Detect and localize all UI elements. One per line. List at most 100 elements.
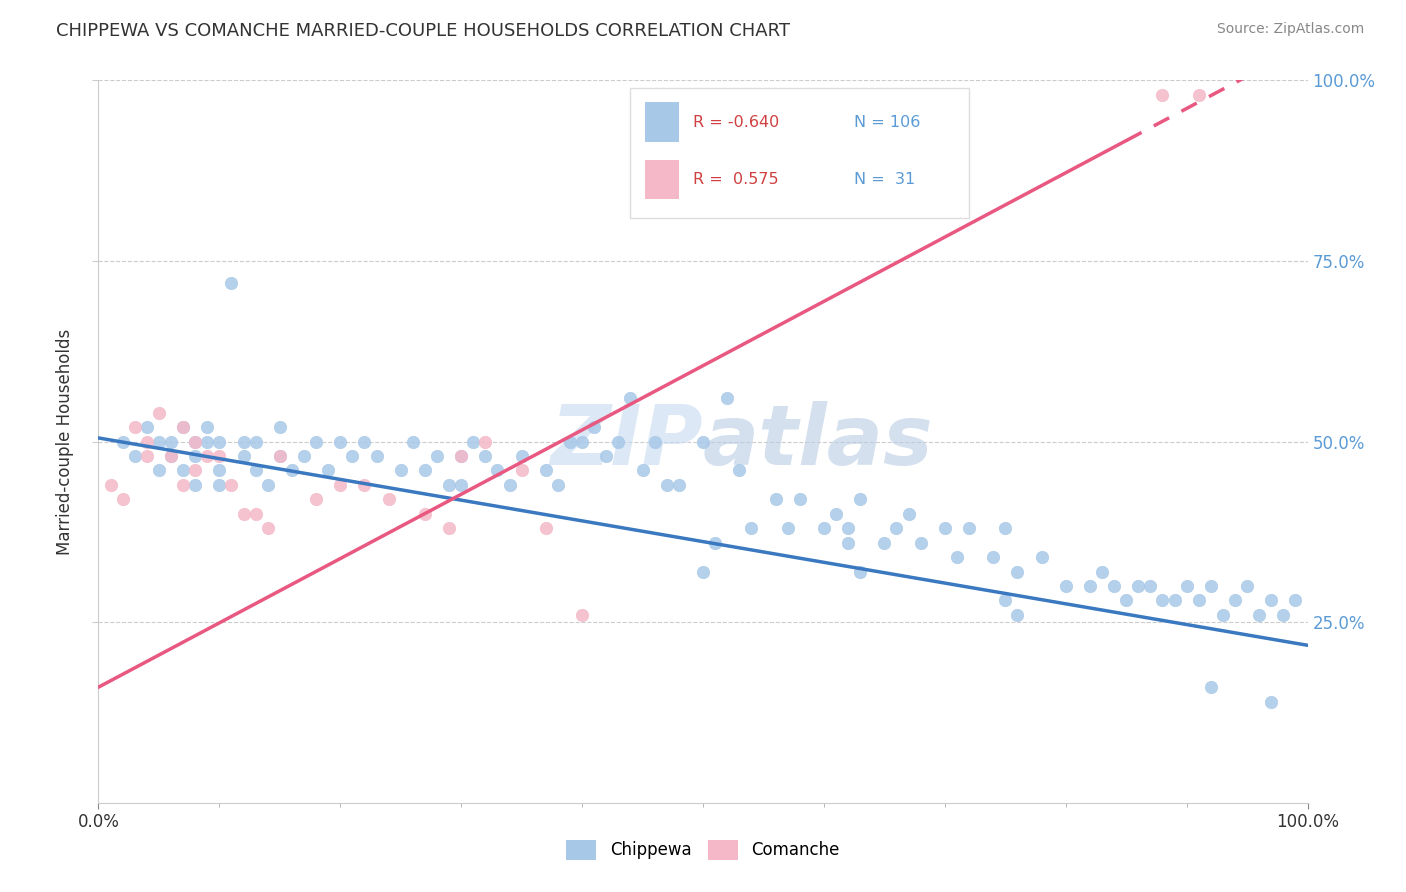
Point — [849, 565, 872, 579]
Point — [195, 434, 218, 449]
Point — [184, 478, 207, 492]
Point — [281, 463, 304, 477]
Point — [510, 463, 533, 477]
Point — [981, 550, 1004, 565]
Point — [547, 478, 569, 492]
Point — [172, 420, 194, 434]
Point — [873, 535, 896, 549]
Point — [208, 478, 231, 492]
Point — [474, 434, 496, 449]
Point — [208, 434, 231, 449]
Point — [1199, 680, 1222, 694]
Point — [571, 607, 593, 622]
Text: N = 106: N = 106 — [855, 115, 921, 129]
Point — [1260, 695, 1282, 709]
Point — [148, 406, 170, 420]
Point — [692, 434, 714, 449]
Text: CHIPPEWA VS COMANCHE MARRIED-COUPLE HOUSEHOLDS CORRELATION CHART: CHIPPEWA VS COMANCHE MARRIED-COUPLE HOUS… — [56, 22, 790, 40]
Point — [1249, 607, 1271, 622]
Point — [245, 434, 267, 449]
Point — [450, 449, 472, 463]
Point — [1031, 550, 1053, 565]
Point — [111, 434, 134, 449]
Point — [776, 521, 799, 535]
Point — [1188, 87, 1211, 102]
Point — [994, 593, 1017, 607]
Point — [1188, 593, 1211, 607]
Point — [353, 434, 375, 449]
Point — [305, 492, 328, 507]
Point — [232, 434, 254, 449]
Point — [269, 449, 291, 463]
Point — [148, 434, 170, 449]
Point — [184, 449, 207, 463]
Point — [135, 449, 157, 463]
Point — [172, 478, 194, 492]
Point — [1007, 565, 1029, 579]
Point — [232, 449, 254, 463]
Point — [269, 449, 291, 463]
Point — [463, 434, 485, 449]
Y-axis label: Married-couple Households: Married-couple Households — [56, 328, 75, 555]
Point — [765, 492, 787, 507]
Point — [426, 449, 449, 463]
Point — [631, 463, 654, 477]
Point — [1199, 579, 1222, 593]
Bar — [645, 160, 679, 200]
Point — [172, 420, 194, 434]
Point — [1272, 607, 1295, 622]
Point — [342, 449, 364, 463]
Text: N =  31: N = 31 — [855, 172, 915, 186]
Point — [1054, 579, 1077, 593]
Point — [595, 449, 617, 463]
Point — [450, 449, 472, 463]
Point — [256, 521, 278, 535]
Point — [619, 391, 641, 405]
Point — [160, 449, 183, 463]
Point — [160, 449, 183, 463]
Point — [1152, 593, 1174, 607]
Point — [135, 434, 157, 449]
Point — [644, 434, 666, 449]
Point — [486, 463, 509, 477]
Point — [692, 565, 714, 579]
Bar — [630, 87, 969, 218]
Point — [184, 434, 207, 449]
Text: R =  0.575: R = 0.575 — [693, 172, 779, 186]
Point — [1223, 593, 1246, 607]
Point — [316, 463, 339, 477]
Point — [789, 492, 811, 507]
Point — [704, 535, 727, 549]
Point — [160, 434, 183, 449]
Point — [413, 463, 436, 477]
Point — [245, 463, 267, 477]
Point — [607, 434, 630, 449]
Point — [1115, 593, 1137, 607]
Point — [1260, 593, 1282, 607]
Point — [353, 478, 375, 492]
Point — [329, 478, 352, 492]
Point — [498, 478, 520, 492]
Point — [450, 478, 472, 492]
Point — [437, 521, 460, 535]
Point — [245, 507, 267, 521]
Point — [1175, 579, 1198, 593]
Point — [124, 420, 146, 434]
Point — [195, 449, 218, 463]
Point — [402, 434, 425, 449]
Point — [269, 420, 291, 434]
Point — [571, 434, 593, 449]
Point — [474, 449, 496, 463]
Point — [728, 463, 751, 477]
Point — [437, 478, 460, 492]
Point — [329, 434, 352, 449]
Legend: Chippewa, Comanche: Chippewa, Comanche — [560, 833, 846, 867]
Point — [148, 463, 170, 477]
Point — [100, 478, 122, 492]
Point — [910, 535, 932, 549]
Point — [377, 492, 399, 507]
Point — [994, 521, 1017, 535]
Text: R = -0.640: R = -0.640 — [693, 115, 779, 129]
Point — [1078, 579, 1101, 593]
Point — [1212, 607, 1234, 622]
